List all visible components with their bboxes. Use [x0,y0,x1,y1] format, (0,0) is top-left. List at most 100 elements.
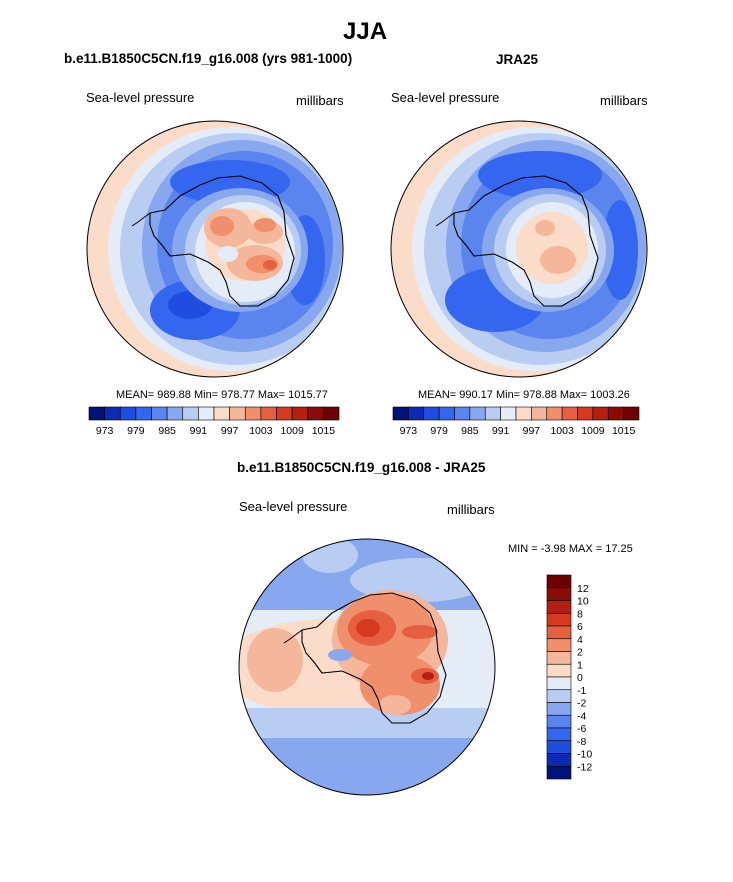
colorbar-swatch [623,406,640,421]
colorbar-tick-label: 1003 [550,425,574,437]
colorbar-tick-label: -2 [577,698,586,710]
colorbar-tick-label: -6 [577,723,586,735]
colorbar-swatch [546,651,572,665]
colorbar-swatch [531,406,548,421]
colorbar-tick-label: 985 [461,425,479,437]
model-units-label: millibars [296,93,344,108]
colorbar-tick-label: -8 [577,736,586,748]
model-slp-map [86,120,344,378]
colorbar-swatch [291,406,309,421]
colorbar-tick-label: 991 [492,425,510,437]
colorbar-tick-label: 1009 [581,425,605,437]
colorbar-swatch [577,406,594,421]
colorbar-swatch [408,406,425,421]
colorbar-swatch [546,574,572,589]
obs-field-label: Sea-level pressure [391,90,500,105]
diff-antarctica-coastline [301,592,447,724]
colorbar-swatch [166,406,184,421]
colorbar-swatch [500,406,517,421]
colorbar-tick-label: 10 [577,596,589,608]
colorbar-swatch [119,406,137,421]
colorbar-tick-label: 997 [523,425,541,437]
diff-stats: MIN = -3.98 MAX = 17.25 [508,543,633,555]
colorbar-tick-label: 6 [577,621,583,633]
colorbar-tick-label: 979 [430,425,448,437]
colorbar-tick-label: 4 [577,634,583,646]
colorbar-swatch [244,406,262,421]
colorbar-tick-label: 1015 [312,425,336,437]
colorbar-swatch [198,406,215,421]
colorbar-tick-label: -1 [577,685,586,697]
colorbar-swatch [484,406,501,421]
obs-slp-map [390,120,648,378]
colorbar-tick-label: 979 [127,425,145,437]
colorbar-swatch [515,406,532,421]
colorbar-swatch [546,406,563,421]
colorbar-swatch [561,406,578,421]
colorbar-swatch [607,406,624,421]
colorbar-swatch [88,406,105,421]
model-colorbar: 973 979 985 991 997 1003 1009 1015 [88,406,340,437]
colorbar-tick-label: 1 [577,659,583,671]
colorbar-tick-label: 1015 [612,425,636,437]
colorbar-tick-label: 0 [577,672,583,684]
page-title: JJA [343,18,388,45]
colorbar-swatch [323,406,340,421]
colorbar-tick-label: 973 [400,425,418,437]
diff-units-label: millibars [447,502,495,517]
model-antarctica-coastline [149,175,295,307]
colorbar-swatch [438,406,455,421]
colorbar-swatch [104,406,121,421]
colorbar-swatch [229,406,246,421]
diff-field-label: Sea-level pressure [239,499,348,514]
colorbar-swatch [546,676,572,691]
colorbar-tick-label: -4 [577,710,586,722]
colorbar-swatch [546,727,572,742]
colorbar-swatch [546,600,572,614]
colorbar-swatch [151,406,168,421]
colorbar-tick-label: 8 [577,608,583,620]
colorbar-swatch [546,587,572,601]
obs-stats: MEAN= 990.17 Min= 978.88 Max= 1003.26 [418,389,630,401]
colorbar-swatch [213,406,230,421]
colorbar-tick-label: 2 [577,647,583,659]
obs-units-label: millibars [600,93,648,108]
colorbar-swatch [423,406,440,421]
colorbar-swatch [592,406,609,421]
colorbar-swatch [182,406,199,421]
colorbar-swatch [392,406,409,421]
colorbar-tick-label: 1009 [280,425,304,437]
colorbar-swatch [454,406,471,421]
colorbar-swatch [307,406,324,421]
obs-antarctica-coastline [453,175,599,307]
colorbar-swatch [546,714,572,729]
colorbar-tick-label: 997 [221,425,239,437]
colorbar-swatch [546,638,572,652]
colorbar-swatch [546,753,572,767]
colorbar-tick-label: 985 [158,425,176,437]
colorbar-swatch [135,406,152,421]
model-field-label: Sea-level pressure [86,90,195,105]
colorbar-tick-label: 991 [190,425,208,437]
model-panel-title: b.e11.B1850C5CN.f19_g16.008 (yrs 981-100… [64,51,353,66]
colorbar-swatch [260,406,277,421]
colorbar-tick-label: 12 [577,583,589,595]
colorbar-swatch [469,406,486,421]
obs-colorbar: 973 979 985 991 997 1003 1009 1015 [392,406,640,437]
colorbar-swatch [546,702,572,716]
colorbar-swatch [546,612,572,627]
diff-slp-map [238,538,496,796]
diff-panel-title: b.e11.B1850C5CN.f19_g16.008 - JRA25 [237,460,486,475]
colorbar-swatch [546,625,572,640]
colorbar-tick-label: 973 [96,425,114,437]
colorbar-swatch [276,406,293,421]
colorbar-tick-label: -12 [577,761,592,773]
colorbar-swatch [546,765,572,780]
colorbar-swatch [546,663,572,678]
obs-panel-title: JRA25 [496,52,539,67]
colorbar-tick-label: -10 [577,749,592,761]
model-stats: MEAN= 989.88 Min= 978.77 Max= 1015.77 [116,389,328,401]
colorbar-swatch [546,740,572,754]
